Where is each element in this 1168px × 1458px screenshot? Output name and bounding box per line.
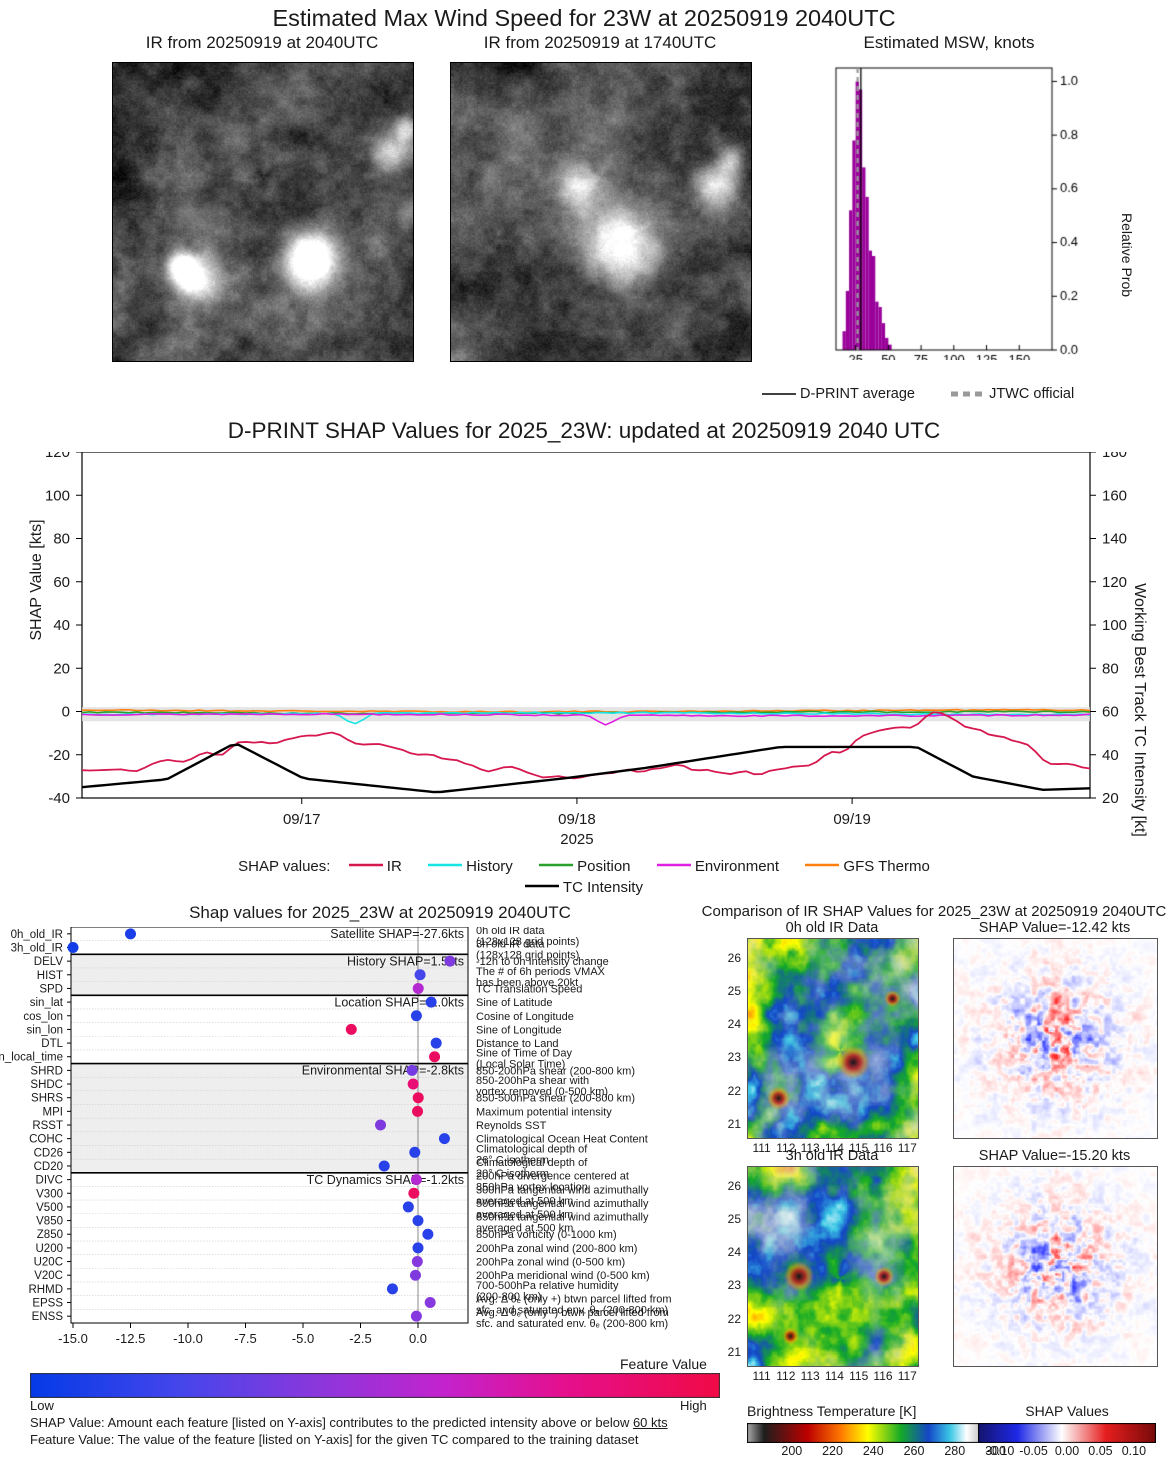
svg-text:V850: V850 — [36, 1216, 63, 1228]
svg-text:40: 40 — [1102, 747, 1119, 764]
svg-text:SHRS: SHRS — [31, 1093, 63, 1105]
svg-text:V20C: V20C — [34, 1270, 63, 1282]
svg-text:MPI: MPI — [43, 1106, 63, 1118]
svg-text:80: 80 — [53, 531, 70, 548]
svg-text:-7.5: -7.5 — [234, 1331, 256, 1346]
svg-text:CD20: CD20 — [34, 1161, 63, 1173]
svg-text:U200: U200 — [36, 1243, 64, 1255]
svg-text:850-500hPa shear (200-800 km): 850-500hPa shear (200-800 km) — [476, 1093, 635, 1105]
svg-text:Maximum potential intensity: Maximum potential intensity — [476, 1106, 612, 1118]
svg-text:-10.0: -10.0 — [173, 1331, 203, 1346]
svg-text:Reynolds SST: Reynolds SST — [476, 1120, 547, 1132]
svg-text:-2.5: -2.5 — [349, 1331, 371, 1346]
svg-text:SHRD: SHRD — [30, 1065, 63, 1077]
svg-text:sin_lat: sin_lat — [30, 997, 64, 1009]
svg-text:0h_old_IR: 0h_old_IR — [11, 929, 63, 941]
svg-text:-5.0: -5.0 — [292, 1331, 314, 1346]
svg-text:RSST: RSST — [32, 1120, 63, 1132]
svg-text:U20C: U20C — [34, 1257, 63, 1269]
svg-text:40: 40 — [53, 617, 70, 634]
svg-text:20: 20 — [53, 660, 70, 677]
svg-text:3h_old_IR: 3h_old_IR — [11, 942, 63, 954]
svg-text:120: 120 — [45, 452, 70, 461]
svg-text:-20: -20 — [48, 747, 70, 764]
svg-text:Satellite SHAP=-27.6kts: Satellite SHAP=-27.6kts — [330, 927, 464, 941]
svg-text:DIVC: DIVC — [36, 1175, 63, 1187]
svg-text:100: 100 — [45, 487, 70, 504]
svg-text:Environmental SHAP=-2.8kts: Environmental SHAP=-2.8kts — [302, 1064, 464, 1078]
svg-text:-15.0: -15.0 — [58, 1331, 88, 1346]
svg-text:SHDC: SHDC — [30, 1079, 63, 1091]
svg-text:RHMD: RHMD — [29, 1284, 64, 1296]
svg-text:DTL: DTL — [41, 1038, 63, 1050]
svg-text:80: 80 — [1102, 660, 1119, 677]
svg-text:0: 0 — [62, 704, 70, 721]
svg-text:SPD: SPD — [39, 983, 63, 995]
svg-text:09/19: 09/19 — [833, 811, 871, 828]
svg-text:V300: V300 — [36, 1188, 63, 1200]
svg-text:09/17: 09/17 — [283, 811, 321, 828]
svg-text:EPSS: EPSS — [32, 1298, 63, 1310]
svg-text:200hPa zonal wind (0-500 km): 200hPa zonal wind (0-500 km) — [476, 1257, 625, 1269]
svg-text:20: 20 — [1102, 790, 1119, 807]
svg-text:sin_local_time: sin_local_time — [0, 1052, 63, 1064]
svg-text:V500: V500 — [36, 1202, 63, 1214]
svg-text:850hPa vorticity (0-1000 km): 850hPa vorticity (0-1000 km) — [476, 1229, 617, 1241]
svg-text:100: 100 — [1102, 617, 1127, 634]
svg-text:sfc. and saturated env. θₑ (20: sfc. and saturated env. θₑ (200-800 km) — [476, 1318, 668, 1330]
svg-text:sin_lon: sin_lon — [27, 1024, 63, 1036]
svg-text:09/18: 09/18 — [558, 811, 596, 828]
svg-text:Cosine of Longitude: Cosine of Longitude — [476, 1011, 574, 1023]
svg-text:-12.5: -12.5 — [116, 1331, 146, 1346]
svg-text:60: 60 — [53, 574, 70, 591]
svg-text:HIST: HIST — [37, 970, 63, 982]
svg-text:140: 140 — [1102, 531, 1127, 548]
svg-text:CD26: CD26 — [34, 1147, 63, 1159]
svg-text:200hPa zonal wind (200-800 km): 200hPa zonal wind (200-800 km) — [476, 1243, 637, 1255]
svg-text:Sine of Longitude: Sine of Longitude — [476, 1024, 562, 1036]
svg-text:-40: -40 — [48, 790, 70, 807]
svg-text:120: 120 — [1102, 574, 1127, 591]
svg-text:160: 160 — [1102, 487, 1127, 504]
svg-text:Location SHAP=-1.0kts: Location SHAP=-1.0kts — [334, 995, 464, 1009]
svg-text:Sine of Latitude: Sine of Latitude — [476, 997, 552, 1009]
svg-text:TC Dynamics SHAP=-1.2kts: TC Dynamics SHAP=-1.2kts — [307, 1173, 464, 1187]
svg-text:cos_lon: cos_lon — [23, 1011, 63, 1023]
svg-text:TC Translation Speed: TC Translation Speed — [476, 983, 582, 995]
svg-text:COHC: COHC — [29, 1134, 63, 1146]
svg-text:180: 180 — [1102, 452, 1127, 461]
svg-text:DELV: DELV — [34, 956, 64, 968]
svg-text:0.0: 0.0 — [409, 1331, 427, 1346]
svg-text:Z850: Z850 — [37, 1229, 63, 1241]
svg-text:2025: 2025 — [560, 831, 593, 848]
svg-text:60: 60 — [1102, 704, 1119, 721]
svg-text:ENSS: ENSS — [32, 1311, 64, 1323]
